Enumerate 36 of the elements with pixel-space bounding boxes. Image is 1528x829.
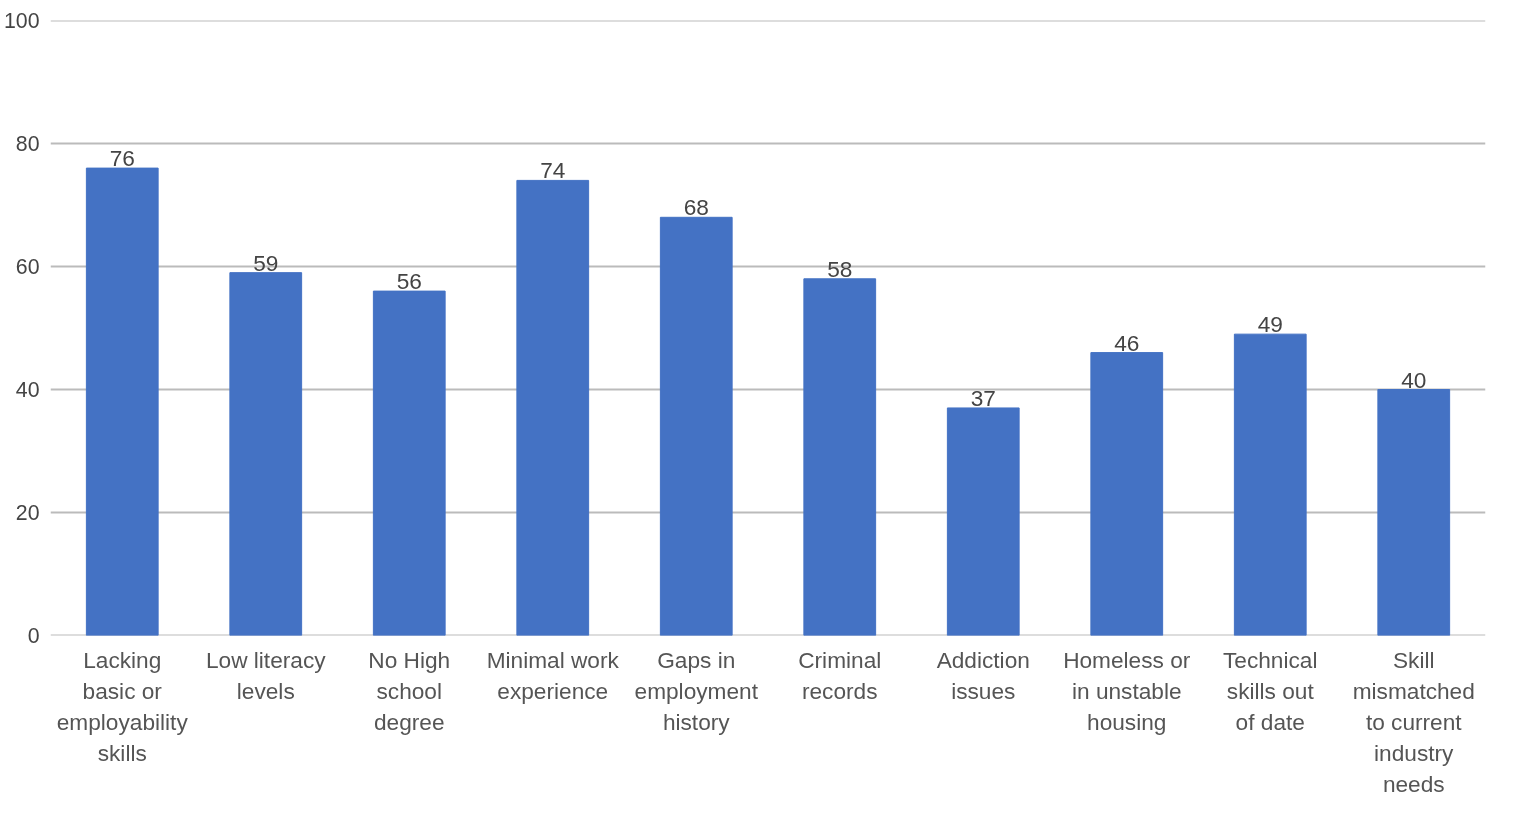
data-label: 59 <box>253 249 279 276</box>
y-tick-label: 0 <box>27 624 40 648</box>
x-tick-label: Skill mismatched to current industry needs <box>1352 646 1475 798</box>
x-tick-label: Homeless or in unstable housing <box>1063 646 1191 735</box>
x-tick-label: Addiction issues <box>936 646 1030 704</box>
x-tick-label: Criminal records <box>798 646 882 704</box>
x-tick-label: Lacking basic or employability skills <box>56 646 189 767</box>
x-tick-label: No High school degree <box>368 646 451 735</box>
data-label: 74 <box>540 157 566 184</box>
y-tick-label: 80 <box>15 132 40 156</box>
x-tick-label: Gaps in employment history <box>634 646 759 735</box>
y-tick-label: 100 <box>3 9 40 33</box>
data-label: 49 <box>1257 311 1283 338</box>
bar <box>229 272 303 636</box>
bar <box>516 179 590 636</box>
y-tick-label: 20 <box>15 501 40 525</box>
y-tick-label: 60 <box>15 255 40 279</box>
data-label: 76 <box>109 145 135 172</box>
data-label: 40 <box>1401 366 1427 393</box>
data-label: 37 <box>970 384 996 411</box>
data-label: 58 <box>827 255 853 282</box>
bar <box>946 407 1020 636</box>
y-tick-label: 40 <box>15 378 40 402</box>
x-tick-label: Minimal work experience <box>486 646 620 704</box>
bar <box>85 167 159 636</box>
x-tick-label: Low literacy levels <box>205 646 327 704</box>
bar <box>1233 333 1307 636</box>
bar <box>1090 352 1164 636</box>
bar <box>803 278 877 636</box>
data-label: 46 <box>1114 329 1140 356</box>
bar <box>1377 389 1451 636</box>
data-label: 68 <box>683 194 709 221</box>
bar <box>372 290 446 636</box>
data-label: 56 <box>396 268 422 295</box>
x-tick-label: Technical skills out of date <box>1223 646 1318 735</box>
bar <box>659 216 733 636</box>
